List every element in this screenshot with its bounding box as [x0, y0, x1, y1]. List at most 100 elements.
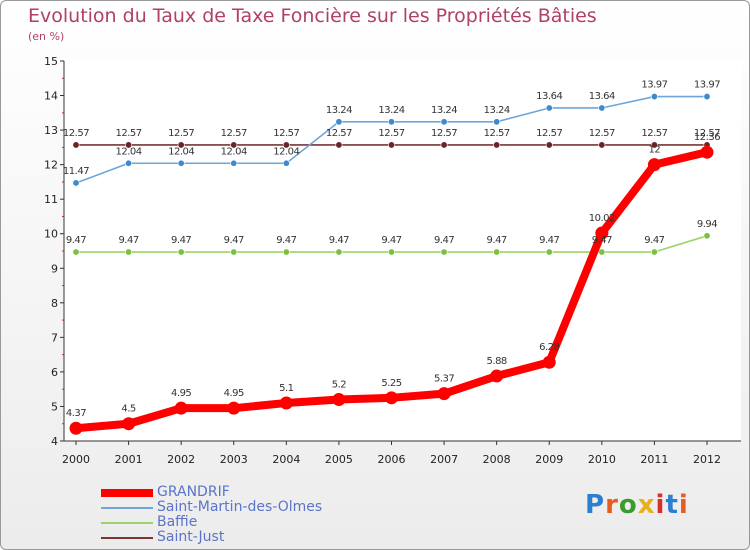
y-tick-label: 10 [44, 228, 58, 241]
data-point [125, 248, 133, 256]
data-point [332, 393, 346, 407]
data-label: 9.47 [118, 235, 138, 246]
data-label: 12.57 [378, 128, 404, 139]
data-label: 9.47 [487, 235, 507, 246]
chart-subtitle: (en %) [28, 30, 65, 43]
x-tick-label: 2009 [535, 453, 563, 466]
data-label: 4.95 [224, 388, 244, 399]
data-label: 4.37 [66, 408, 86, 419]
data-point [493, 248, 501, 256]
line-chart: 4 5 6 7 8 9 10 11 12 13 14 15 2000 2001 2002 2003 2004 20… [44, 55, 741, 466]
legend-swatch [101, 507, 153, 509]
data-label: 9.47 [276, 235, 296, 246]
data-point [598, 141, 606, 149]
data-point [177, 141, 185, 149]
data-point [700, 145, 714, 159]
x-tick-label: 2011 [640, 453, 668, 466]
data-point [177, 159, 185, 167]
proxiti-logo: Proxiti [585, 490, 689, 520]
data-label: 9.47 [329, 235, 349, 246]
data-point [282, 141, 290, 149]
data-point [490, 369, 504, 383]
data-point [177, 248, 185, 256]
x-tick-label: 2008 [483, 453, 511, 466]
data-point [125, 159, 133, 167]
data-label: 13.24 [378, 105, 404, 116]
data-point [125, 141, 133, 149]
data-label: 5.25 [381, 378, 401, 389]
data-point [493, 141, 501, 149]
data-point [598, 248, 606, 256]
y-tick-label: 15 [44, 55, 58, 68]
data-label: 9.47 [171, 235, 191, 246]
data-point [650, 93, 658, 101]
data-point [230, 248, 238, 256]
data-label: 9.47 [434, 235, 454, 246]
legend-swatch [101, 489, 153, 497]
data-point [437, 387, 451, 401]
logo-letter: t [665, 490, 679, 520]
data-point [227, 401, 241, 415]
data-label: 12.57 [168, 128, 194, 139]
data-point [72, 179, 80, 187]
y-tick-label: 9 [51, 262, 58, 275]
data-point [493, 118, 501, 126]
data-label: 9.47 [644, 235, 664, 246]
logo-letter: P [585, 490, 606, 520]
data-label: 12.57 [536, 128, 562, 139]
logo-letter: r [605, 490, 619, 520]
y-tick-label: 5 [51, 400, 58, 413]
logo-letter: i [678, 490, 689, 520]
x-tick-label: 2005 [325, 453, 353, 466]
data-point [122, 417, 136, 431]
data-point [545, 248, 553, 256]
data-label: 12.57 [431, 128, 457, 139]
y-tick-label: 8 [51, 297, 58, 310]
data-label: 12.04 [168, 146, 194, 157]
legend-label: Baffie [157, 514, 198, 530]
data-point [72, 248, 80, 256]
data-point [440, 141, 448, 149]
data-point [545, 141, 553, 149]
x-tick-label: 2000 [62, 453, 90, 466]
data-point [440, 118, 448, 126]
data-label: 4.95 [171, 388, 191, 399]
x-tick-label: 2007 [430, 453, 458, 466]
data-label: 13.24 [326, 105, 352, 116]
data-label: 4.5 [121, 404, 136, 415]
data-point [230, 159, 238, 167]
legend-swatch [101, 537, 153, 539]
data-point [647, 158, 661, 172]
data-point [387, 118, 395, 126]
data-label: 12.57 [116, 128, 142, 139]
data-label: 12.57 [484, 128, 510, 139]
data-label: 13.64 [536, 91, 562, 102]
data-label: 12.57 [273, 128, 299, 139]
data-label: 9.47 [224, 235, 244, 246]
data-point [650, 248, 658, 256]
data-label: 5.88 [487, 356, 507, 367]
data-point [545, 104, 553, 112]
data-point [598, 104, 606, 112]
legend-label: Saint-Just [157, 529, 225, 545]
data-point [230, 141, 238, 149]
x-tick-label: 2012 [693, 453, 721, 466]
logo-letter: x [637, 490, 656, 520]
data-label: 13.24 [484, 105, 510, 116]
data-label: 5.2 [332, 380, 347, 391]
y-tick-label: 4 [51, 435, 58, 448]
data-label: 12.57 [326, 128, 352, 139]
data-point [542, 355, 556, 369]
data-label: 10.02 [589, 213, 615, 224]
legend-label: GRANDRIF [157, 484, 230, 500]
x-tick-label: 2001 [115, 453, 143, 466]
data-point [279, 396, 293, 410]
y-tick-label: 12 [44, 159, 58, 172]
legend-label: Saint-Martin-des-Olmes [157, 499, 323, 515]
data-point [595, 226, 609, 240]
data-label: 13.24 [431, 105, 457, 116]
data-label: 13.97 [641, 80, 667, 91]
x-tick-label: 2006 [378, 453, 406, 466]
data-point [703, 232, 711, 240]
data-label: 12.04 [221, 146, 247, 157]
